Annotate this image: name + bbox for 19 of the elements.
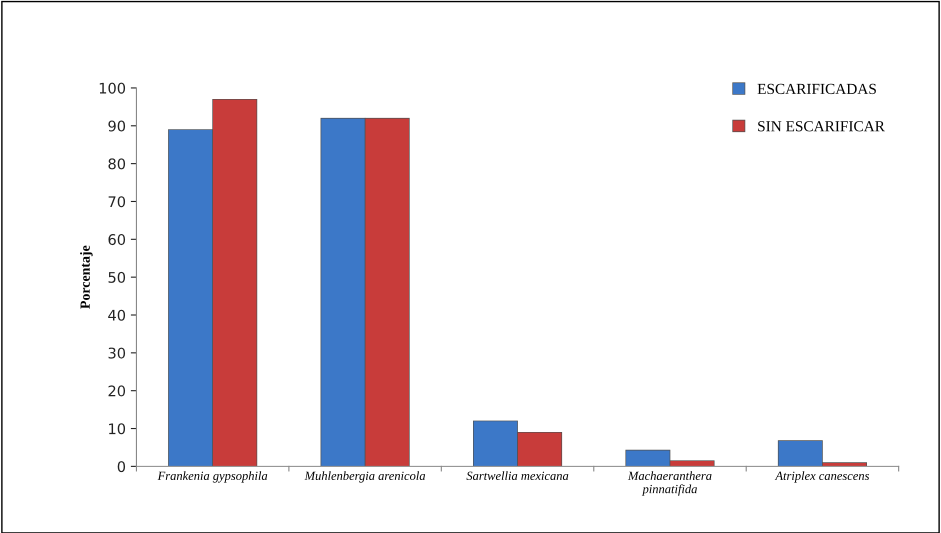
y-tick-label: 90	[108, 120, 126, 132]
y-axis-title: Porcentaje	[80, 246, 93, 309]
x-tick-label: Machaeranthera pinnatifida	[628, 471, 712, 496]
y-tick-label: 80	[108, 158, 126, 170]
x-tick-label: Muhlenbergia arenicola	[304, 471, 426, 483]
y-tick-label: 0	[118, 461, 126, 472]
y-tick-label: 40	[108, 310, 126, 321]
y-tick-label: 50	[108, 272, 126, 283]
y-tick-label: 70	[108, 196, 126, 208]
legend-label: SIN ESCARIFICAR	[758, 121, 885, 132]
y-tick-label: 20	[108, 385, 126, 396]
legend-label: ESCARIFICADAS	[758, 84, 876, 94]
y-tick-label: 100	[100, 82, 126, 94]
x-tick-label: Atriplex canescens	[774, 471, 870, 483]
y-tick-label: 30	[108, 348, 126, 359]
y-tick-label: 60	[108, 234, 126, 246]
y-tick-label: 10	[109, 423, 126, 434]
x-tick-label: Frankenia gypsophila	[158, 471, 268, 483]
x-tick-label: Sartwellia mexicana	[466, 471, 568, 480]
